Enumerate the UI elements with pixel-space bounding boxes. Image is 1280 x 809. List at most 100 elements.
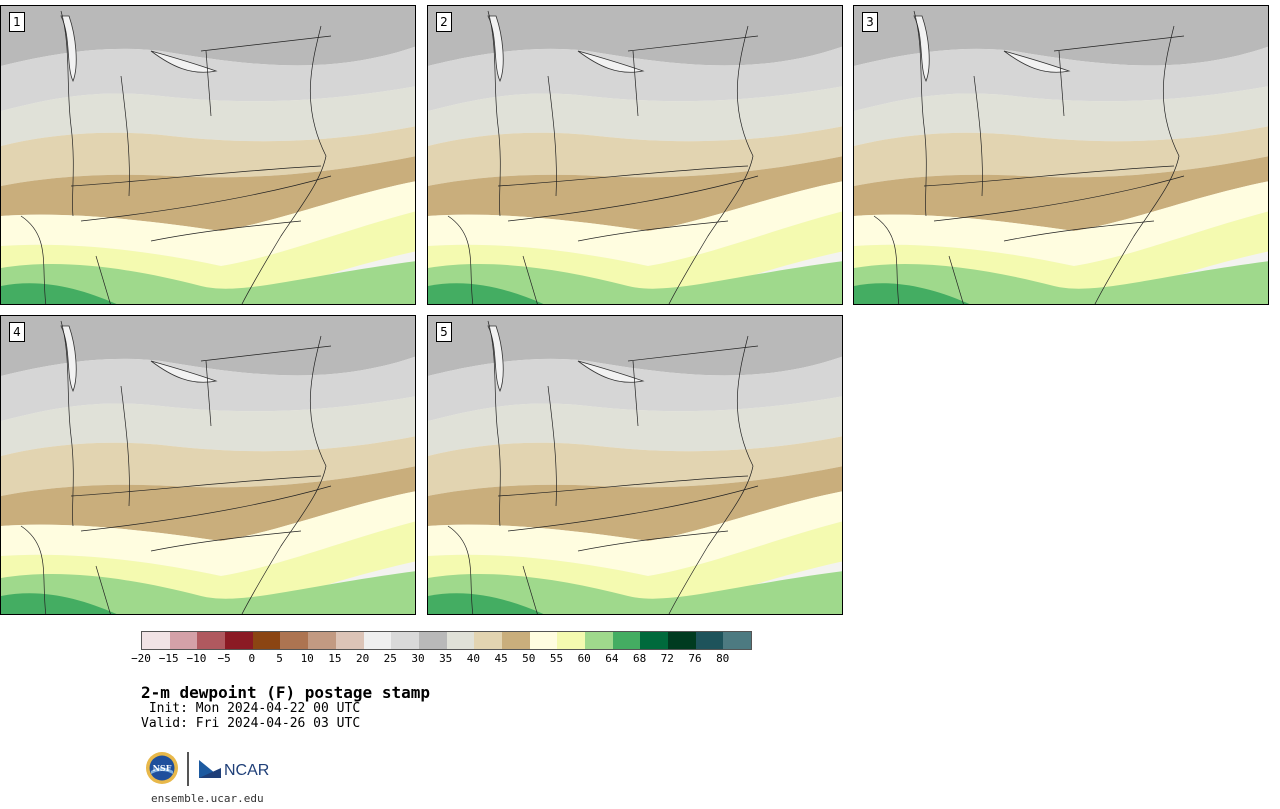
- state-boundary: [507, 485, 759, 532]
- state-boundary: [20, 215, 47, 304]
- dewpoint-contour-band: [1, 316, 415, 376]
- colorbar: [141, 631, 753, 650]
- dewpoint-contour-band: [428, 491, 842, 576]
- site-url[interactable]: ensemble.ucar.edu: [151, 792, 264, 805]
- state-boundary: [150, 530, 302, 552]
- colorbar-swatch: [612, 632, 641, 649]
- colorbar-tick-label: 68: [632, 652, 647, 665]
- nsf-logo-icon[interactable]: NSF: [145, 751, 179, 785]
- state-boundary: [632, 50, 639, 117]
- dewpoint-contour-band: [1, 593, 117, 614]
- state-boundary: [60, 10, 74, 217]
- colorbar-tick-label: 10: [300, 652, 314, 665]
- dewpoint-contour-band: [428, 571, 842, 614]
- colorbar-tick-label: 20: [355, 652, 370, 665]
- dewpoint-contour-band: [428, 261, 842, 304]
- dewpoint-contour-band: [1, 491, 415, 576]
- colorbar-swatch: [418, 632, 447, 649]
- dewpoint-contour-band: [854, 261, 1268, 304]
- dewpoint-contour-band: [1, 466, 415, 541]
- dewpoint-contour-band: [854, 181, 1268, 266]
- state-boundary: [973, 75, 983, 197]
- lake-outline: [60, 325, 77, 393]
- colorbar-tick-label: 72: [660, 652, 674, 665]
- dewpoint-contour-band: [1, 571, 415, 614]
- state-boundary: [948, 255, 964, 304]
- state-boundary: [547, 75, 557, 197]
- state-boundary: [873, 215, 900, 304]
- colorbar-swatch: [501, 632, 530, 649]
- lake-outline: [150, 360, 218, 383]
- state-boundary: [1003, 220, 1155, 242]
- state-boundary: [95, 255, 111, 304]
- dewpoint-contour-band: [428, 86, 842, 146]
- dewpoint-contour-band: [854, 86, 1268, 146]
- dewpoint-contour-band: [1, 6, 415, 66]
- dewpoint-map: [428, 316, 842, 614]
- lake-outline: [577, 360, 645, 383]
- colorbar-swatch: [225, 632, 253, 649]
- colorbar-swatch: [197, 632, 226, 649]
- ncar-logo-icon[interactable]: NCAR: [197, 756, 277, 782]
- stamp-panel-3: 3: [853, 5, 1269, 305]
- dewpoint-contour-band: [1, 283, 117, 304]
- state-boundary: [668, 335, 754, 614]
- state-boundary: [241, 25, 327, 304]
- dewpoint-contour-band: [1, 396, 415, 456]
- colorbar-tick-label: 60: [577, 652, 591, 665]
- colorbar-tick-label: −15: [158, 652, 179, 665]
- colorbar-swatch: [308, 632, 336, 649]
- state-boundary: [507, 175, 759, 222]
- state-boundary: [627, 345, 759, 362]
- panel-number: 4: [9, 322, 25, 342]
- state-boundary: [668, 25, 754, 304]
- dewpoint-contour-band: [428, 126, 842, 186]
- colorbar-tick-label: 50: [522, 652, 536, 665]
- dewpoint-contour-band: [1, 156, 415, 231]
- valid-time: Valid: Fri 2024-04-26 03 UTC: [141, 716, 361, 731]
- colorbar-tick-label: 0: [248, 652, 256, 665]
- colorbar-swatch: [363, 632, 392, 649]
- colorbar-tick-label: −20: [131, 652, 151, 665]
- colorbar-swatch: [169, 632, 198, 649]
- colorbar-swatch: [446, 632, 475, 649]
- state-boundary: [200, 35, 332, 52]
- colorbar-tick-label: 25: [383, 652, 397, 665]
- dewpoint-contour-band: [854, 283, 970, 304]
- state-boundary: [70, 165, 322, 187]
- state-boundary: [577, 220, 729, 242]
- dewpoint-contour-band: [1, 126, 415, 186]
- lake-outline: [913, 15, 930, 83]
- colorbar-ticks: −20 −15 −10 −5 0 5 10 15 20 25 30 35 40 45 50 55 60 64 68 7…: [131, 652, 757, 666]
- stamp-panel-5: 5: [427, 315, 843, 615]
- state-boundary: [447, 215, 474, 304]
- colorbar-swatch: [668, 632, 696, 649]
- state-boundary: [497, 165, 749, 187]
- colorbar-swatch: [280, 632, 309, 649]
- colorbar-swatch: [723, 632, 752, 649]
- lake-outline: [577, 50, 645, 73]
- logo-divider: [187, 752, 189, 786]
- colorbar-tick-label: 64: [605, 652, 619, 665]
- state-boundary: [241, 335, 327, 614]
- colorbar-swatch: [529, 632, 558, 649]
- colorbar-tick-label: −5: [217, 652, 231, 665]
- lake-outline: [487, 15, 504, 83]
- lake-outline: [1003, 50, 1071, 73]
- state-boundary: [1094, 25, 1180, 304]
- dewpoint-contour-band: [428, 156, 842, 231]
- state-boundary: [200, 345, 332, 362]
- dewpoint-map: [854, 6, 1268, 304]
- dewpoint-contour-band: [428, 593, 544, 614]
- state-boundary: [577, 530, 729, 552]
- colorbar-tick-label: 30: [411, 652, 425, 665]
- figure-title: 2-m dewpoint (F) postage stamp: [141, 683, 430, 702]
- colorbar-tick-label: 76: [688, 652, 702, 665]
- dewpoint-contour-band: [854, 156, 1268, 231]
- state-boundary: [933, 175, 1185, 222]
- state-boundary: [150, 220, 302, 242]
- colorbar-tick-label: 40: [466, 652, 481, 665]
- state-boundary: [547, 385, 557, 507]
- dewpoint-contour-band: [1, 86, 415, 146]
- colorbar-swatch: [695, 632, 724, 649]
